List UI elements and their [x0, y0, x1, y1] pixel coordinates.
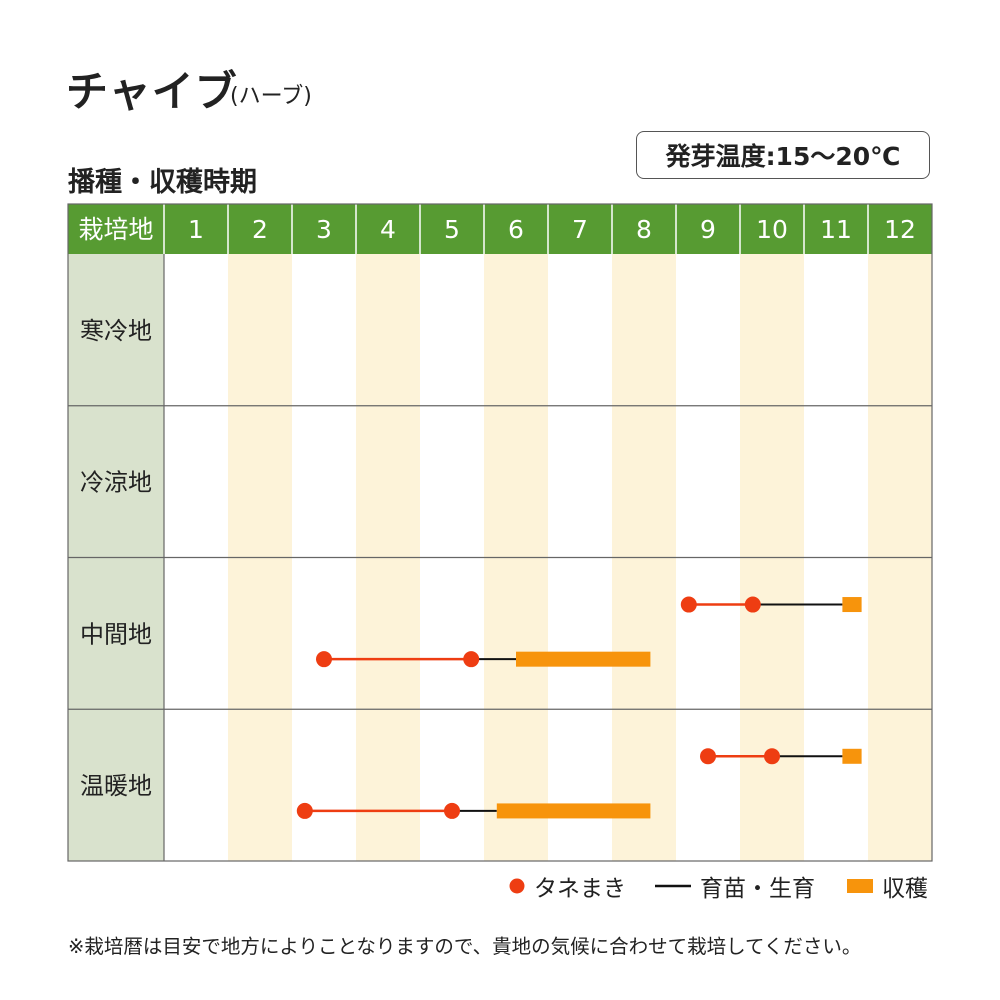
footnote: ※栽培暦は目安で地方によりことなりますので、貴地の気候に合わせて栽培してください…: [68, 935, 862, 958]
legend-growing: 育苗・生育: [654, 870, 815, 902]
germination-temperature-badge: 発芽温度:15～20℃: [636, 131, 930, 179]
legend-growing-label: 育苗・生育: [700, 876, 815, 902]
sowing-dot: [316, 651, 332, 668]
sowing-dot: [764, 748, 780, 765]
month-header-10: 10: [756, 215, 788, 244]
sowing-dot-icon: [509, 878, 525, 894]
month-header-1: 1: [188, 215, 204, 244]
harvest-bar: [842, 748, 862, 764]
legend-sowing-label: タネまき: [534, 876, 626, 902]
legend-harvest-label: 収穫: [882, 876, 928, 902]
region-label-3: 中間地: [80, 620, 152, 648]
sowing-dot: [463, 651, 480, 668]
legend-harvest: 収穫: [846, 870, 928, 902]
harvest-bar: [516, 651, 651, 667]
month-header-5: 5: [444, 215, 460, 244]
region-label-1: 寒冷地: [80, 317, 152, 345]
harvest-bar-icon: [847, 879, 873, 893]
page-title: チャイブ: [66, 67, 238, 116]
region-label-4: 温暖地: [80, 772, 152, 800]
month-header-8: 8: [636, 215, 652, 244]
month-header-9: 9: [700, 215, 716, 244]
harvest-bar: [842, 597, 862, 613]
header-label: 栽培地: [78, 215, 153, 244]
sowing-dot: [296, 802, 313, 819]
month-header-12: 12: [884, 215, 916, 244]
sowing-dot: [680, 596, 697, 613]
month-header-2: 2: [252, 215, 268, 244]
month-header-11: 11: [820, 215, 852, 244]
germination-temperature-text: 発芽温度:15～20℃: [665, 142, 901, 171]
month-header-6: 6: [508, 215, 524, 244]
harvest-bar: [496, 803, 651, 819]
region-label-2: 冷涼地: [80, 469, 152, 497]
month-header-7: 7: [572, 215, 588, 244]
growing-line-icon: [655, 884, 691, 888]
month-header-3: 3: [316, 215, 332, 244]
month-header-4: 4: [380, 215, 396, 244]
sowing-dot: [700, 748, 716, 765]
section-title: 播種・収穫時期: [68, 167, 257, 198]
table-header-band: [68, 204, 932, 254]
legend-sowing: タネまき: [508, 870, 626, 902]
sowing-dot: [444, 802, 460, 819]
sowing-dot: [744, 596, 761, 613]
table-border: [67, 203, 933, 862]
page-subtitle: (ハーブ): [230, 84, 312, 109]
